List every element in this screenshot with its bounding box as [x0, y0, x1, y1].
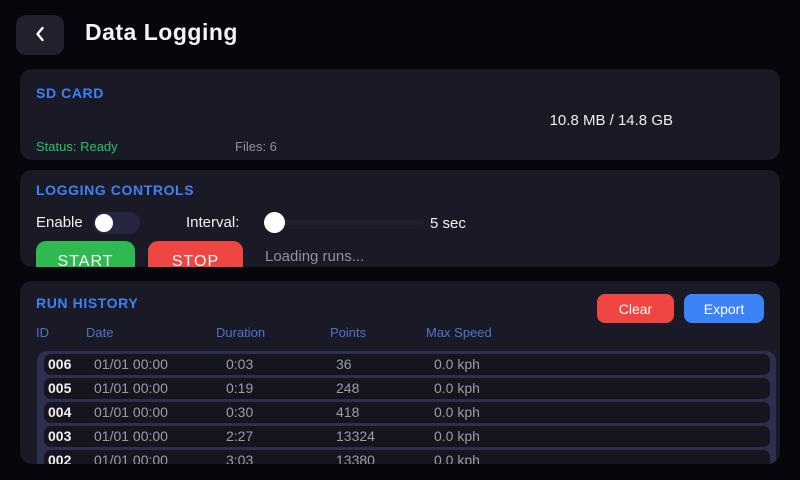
cell-date: 01/01 00:00	[94, 380, 168, 396]
enable-toggle[interactable]	[93, 212, 140, 234]
cell-date: 01/01 00:00	[94, 404, 168, 420]
stop-button[interactable]: STOP	[148, 241, 243, 267]
table-row[interactable]: 002 01/01 00:00 3:03 13380 0.0 kph	[44, 450, 770, 464]
sd-card-title: SD CARD	[36, 85, 104, 101]
clear-button[interactable]: Clear	[597, 294, 674, 323]
run-history-table: 006 01/01 00:00 0:03 36 0.0 kph 005 01/0…	[37, 351, 776, 464]
table-row[interactable]: 004 01/01 00:00 0:30 418 0.0 kph	[44, 402, 770, 423]
page-title: Data Logging	[85, 19, 238, 45]
start-button[interactable]: START	[36, 241, 135, 267]
run-history-panel: RUN HISTORY Clear Export ID Date Duratio…	[20, 281, 780, 464]
cell-points: 36	[336, 356, 352, 372]
sd-files-count: Files: 6	[235, 139, 277, 154]
logging-controls-panel: LOGGING CONTROLS Enable Interval: 5 sec …	[20, 170, 780, 267]
table-row[interactable]: 005 01/01 00:00 0:19 248 0.0 kph	[44, 378, 770, 399]
table-row[interactable]: 006 01/01 00:00 0:03 36 0.0 kph	[44, 354, 770, 375]
interval-slider[interactable]	[264, 212, 424, 233]
cell-max-speed: 0.0 kph	[434, 356, 480, 372]
cell-max-speed: 0.0 kph	[434, 380, 480, 396]
sd-card-panel: SD CARD 10.8 MB / 14.8 GB Status: Ready …	[20, 69, 780, 160]
cell-date: 01/01 00:00	[94, 452, 168, 464]
loading-runs-text: Loading runs...	[265, 248, 365, 265]
column-header-points: Points	[330, 325, 367, 340]
cell-duration: 0:19	[226, 380, 254, 396]
cell-points: 13324	[336, 428, 375, 444]
export-button[interactable]: Export	[684, 294, 764, 323]
logging-controls-title: LOGGING CONTROLS	[36, 182, 195, 198]
cell-id: 002	[48, 452, 72, 464]
interval-label: Interval:	[186, 214, 240, 231]
enable-label: Enable	[36, 214, 83, 231]
cell-max-speed: 0.0 kph	[434, 452, 480, 464]
table-row[interactable]: 003 01/01 00:00 2:27 13324 0.0 kph	[44, 426, 770, 447]
table-header-row: ID Date Duration Points Max Speed	[20, 325, 780, 341]
back-button[interactable]	[16, 15, 64, 55]
cell-max-speed: 0.0 kph	[434, 428, 480, 444]
cell-points: 418	[336, 404, 360, 420]
interval-slider-knob[interactable]	[264, 212, 285, 233]
column-header-date: Date	[86, 325, 114, 340]
sd-status: Status: Ready	[36, 139, 118, 154]
cell-id: 004	[48, 404, 72, 420]
chevron-left-icon	[30, 23, 50, 48]
enable-toggle-knob	[95, 214, 113, 232]
column-header-duration: Duration	[216, 325, 266, 340]
sd-usage-value: 10.8 MB / 14.8 GB	[549, 112, 673, 129]
cell-id: 005	[48, 380, 72, 396]
cell-points: 13380	[336, 452, 375, 464]
cell-date: 01/01 00:00	[94, 356, 168, 372]
cell-duration: 0:03	[226, 356, 254, 372]
cell-duration: 3:03	[226, 452, 254, 464]
cell-date: 01/01 00:00	[94, 428, 168, 444]
cell-duration: 0:30	[226, 404, 254, 420]
cell-id: 003	[48, 428, 72, 444]
cell-max-speed: 0.0 kph	[434, 404, 480, 420]
interval-value: 5 sec	[430, 215, 466, 232]
run-history-title: RUN HISTORY	[36, 295, 139, 311]
cell-duration: 2:27	[226, 428, 254, 444]
cell-id: 006	[48, 356, 72, 372]
cell-points: 248	[336, 380, 360, 396]
column-header-id: ID	[36, 325, 49, 340]
column-header-max-speed: Max Speed	[426, 325, 492, 340]
